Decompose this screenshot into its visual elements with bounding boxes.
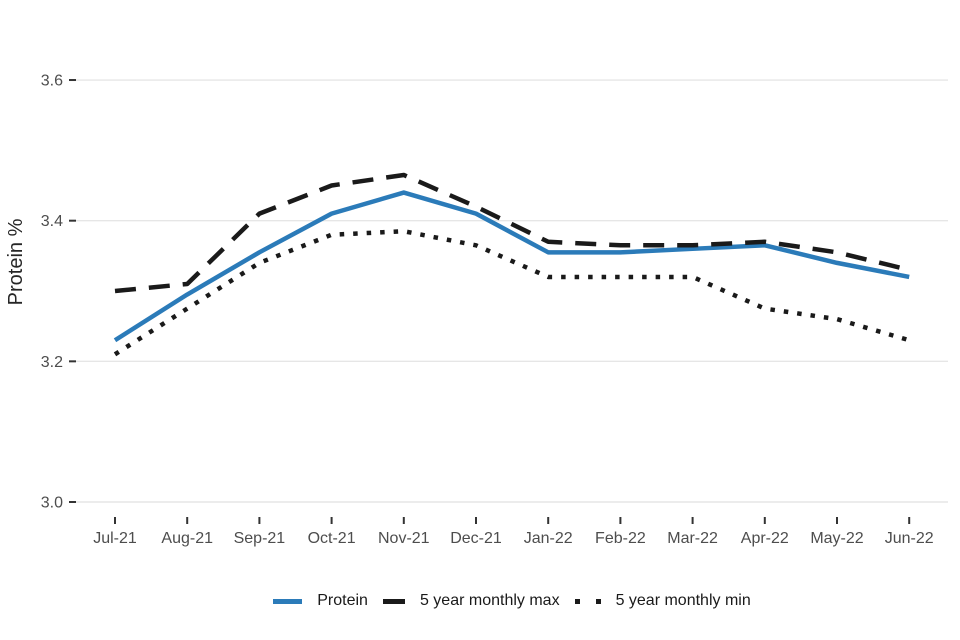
x-tick-label: Aug-21 — [161, 530, 213, 547]
legend-item-protein: Protein — [273, 592, 368, 610]
x-tick-label: Jul-21 — [93, 530, 137, 547]
legend-label-5yr-max: 5 year monthly max — [419, 592, 560, 609]
plot-area: 3.0 3.2 3.4 3.6 Jul-21 Aug-21 Sep-21 Oct-21 Nov-… — [5, 73, 948, 547]
series-line-5-year-monthly-max — [114, 172, 910, 294]
y-axis-title: Protein % — [5, 218, 27, 305]
y-tick-label: 3.0 — [41, 495, 63, 512]
x-tick-label: Jun-22 — [885, 530, 934, 547]
legend: Protein 5 year monthly max 5 year monthl… — [76, 586, 948, 616]
dot-glyph — [595, 598, 601, 604]
series-line-protein — [113, 190, 910, 343]
x-tick-label: Mar-22 — [667, 530, 718, 547]
dotted-line-swatch — [574, 598, 601, 604]
y-tick-label: 3.4 — [41, 213, 63, 230]
x-tick-label: Jan-22 — [524, 530, 573, 547]
x-tick-label: Feb-22 — [595, 530, 646, 547]
legend-item-5yr-max: 5 year monthly max — [382, 592, 560, 610]
x-tick-label: May-22 — [810, 530, 863, 547]
legend-label-protein: Protein — [317, 592, 368, 609]
x-tick-label: Oct-21 — [308, 530, 356, 547]
x-tick-label: Dec-21 — [450, 530, 502, 547]
dot-glyph — [574, 598, 580, 604]
dashed-line-swatch — [382, 598, 405, 604]
x-tick-label: Nov-21 — [378, 530, 430, 547]
legend-item-5yr-min: 5 year monthly min — [574, 592, 751, 610]
x-tick-label: Apr-22 — [741, 530, 789, 547]
solid-line-swatch — [273, 598, 303, 604]
legend-label-5yr-min: 5 year monthly min — [615, 592, 751, 609]
y-tick-label: 3.2 — [41, 354, 63, 371]
series-line-5-year-monthly-min — [113, 228, 910, 357]
y-tick-label: 3.6 — [41, 73, 63, 90]
x-tick-label: Sep-21 — [234, 530, 286, 547]
